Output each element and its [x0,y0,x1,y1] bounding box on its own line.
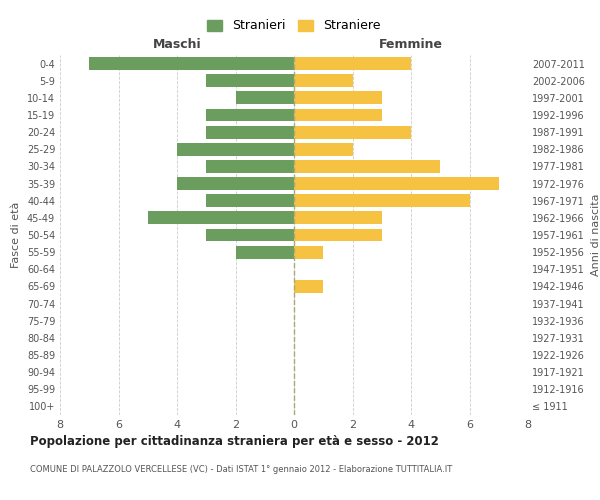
Bar [294,57,411,70]
Bar [294,143,353,156]
Bar [294,212,382,224]
Bar [294,246,323,258]
Bar [294,108,382,122]
Bar [206,126,294,138]
Text: Popolazione per cittadinanza straniera per età e sesso - 2012: Popolazione per cittadinanza straniera p… [30,435,439,448]
Bar [206,74,294,87]
Text: Femmine: Femmine [379,38,443,52]
Text: Maschi: Maschi [152,38,202,52]
Bar [177,143,294,156]
Bar [206,160,294,173]
Bar [294,92,382,104]
Bar [294,160,440,173]
Y-axis label: Fasce di età: Fasce di età [11,202,21,268]
Bar [294,177,499,190]
Bar [206,108,294,122]
Bar [294,280,323,293]
Bar [148,212,294,224]
Bar [235,246,294,258]
Bar [206,194,294,207]
Bar [294,194,470,207]
Bar [294,74,353,87]
Bar [177,177,294,190]
Bar [294,228,382,241]
Bar [235,92,294,104]
Bar [206,228,294,241]
Text: COMUNE DI PALAZZOLO VERCELLESE (VC) - Dati ISTAT 1° gennaio 2012 - Elaborazione : COMUNE DI PALAZZOLO VERCELLESE (VC) - Da… [30,465,452,474]
Bar [89,57,294,70]
Legend: Stranieri, Straniere: Stranieri, Straniere [202,14,386,38]
Y-axis label: Anni di nascita: Anni di nascita [590,194,600,276]
Bar [294,126,411,138]
